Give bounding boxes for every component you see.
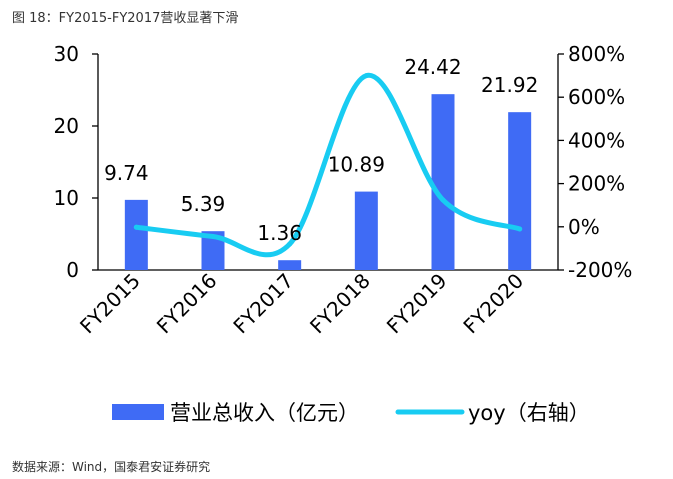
left-axis-tick-label: 20 bbox=[54, 114, 79, 138]
x-axis-tick-label: FY2015 bbox=[75, 269, 145, 339]
figure-caption: 图 18：FY2015-FY2017营收显著下滑 bbox=[12, 11, 239, 26]
x-axis-tick-label: FY2018 bbox=[305, 269, 375, 339]
bar bbox=[354, 191, 378, 270]
yoy-point bbox=[210, 234, 216, 240]
bar bbox=[431, 94, 455, 271]
bar bbox=[201, 231, 225, 270]
left-axis-tick-label: 30 bbox=[54, 42, 79, 66]
bar-data-label: 10.89 bbox=[328, 153, 385, 177]
legend-bar-swatch bbox=[112, 404, 164, 420]
data-source: 数据来源：Wind，国泰君安证券研究 bbox=[12, 460, 211, 474]
right-axis-tick-label: 0% bbox=[568, 215, 600, 239]
bar-data-label: 21.92 bbox=[481, 73, 538, 97]
yoy-point bbox=[517, 226, 523, 232]
right-axis-tick-label: -200% bbox=[568, 258, 632, 282]
left-axis-tick-label: 0 bbox=[66, 258, 79, 282]
x-axis-tick-label: FY2017 bbox=[228, 269, 298, 339]
yoy-point bbox=[133, 224, 139, 230]
right-axis-tick-label: 800% bbox=[568, 42, 625, 66]
bar bbox=[278, 260, 302, 270]
x-axis-tick-label: FY2020 bbox=[458, 269, 528, 339]
x-axis-tick-label: FY2016 bbox=[152, 269, 222, 339]
bar bbox=[508, 112, 532, 271]
bar-data-label: 5.39 bbox=[181, 192, 226, 216]
bar-data-label: 24.42 bbox=[404, 55, 461, 79]
line-series bbox=[133, 73, 523, 258]
right-axis-tick-label: 400% bbox=[568, 128, 625, 152]
bar-data-label: 9.74 bbox=[104, 161, 149, 185]
x-axis-tick-label: FY2019 bbox=[382, 269, 452, 339]
yoy-point bbox=[363, 73, 369, 79]
left-axis-tick-label: 10 bbox=[54, 186, 79, 210]
right-axis-tick-label: 200% bbox=[568, 172, 625, 196]
yoy-point bbox=[287, 241, 293, 247]
legend-line-label: yoy（右轴） bbox=[468, 401, 590, 425]
right-axis-tick-label: 600% bbox=[568, 85, 625, 109]
bar-series bbox=[124, 94, 532, 271]
bar bbox=[124, 199, 148, 270]
legend: 营业总收入（亿元） yoy（右轴） bbox=[112, 401, 590, 425]
bar-data-label: 1.36 bbox=[257, 221, 302, 245]
yoy-point bbox=[440, 197, 446, 203]
data-labels: 9.74 5.39 1.36 10.89 24.42 21.92 bbox=[104, 55, 538, 245]
legend-bar-label: 营业总收入（亿元） bbox=[170, 401, 359, 425]
